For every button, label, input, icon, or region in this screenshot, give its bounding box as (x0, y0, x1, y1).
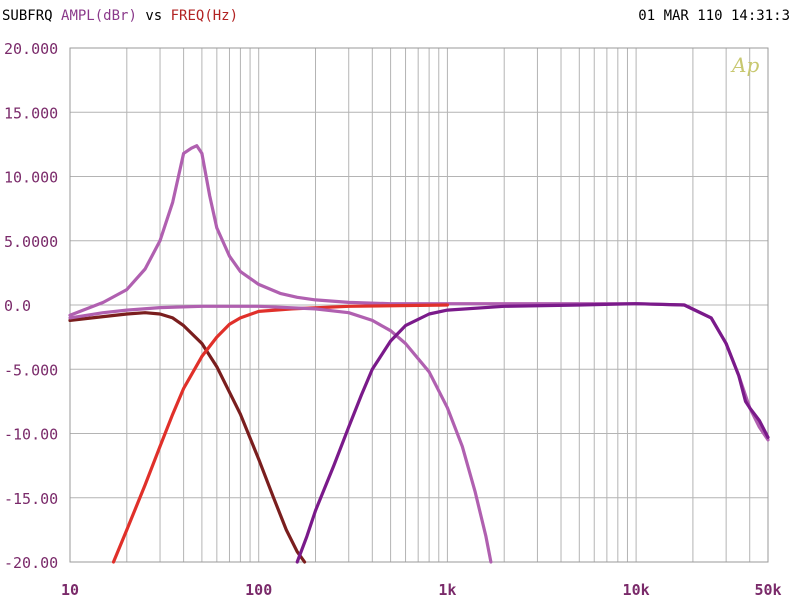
chart-header: SUBFRQ AMPL(dBr) vs FREQ(Hz) 01 MAR 110 … (0, 0, 800, 30)
x-tick-label: 10k (623, 581, 650, 599)
y-axis-label: AMPL(dBr) (61, 8, 137, 24)
tick-labels: 20.000 15.000 10.000 5.0000 0.0 -5.000 -10.00 -… (4, 40, 782, 599)
plot-frame (69, 47, 769, 563)
series-bandpass (68, 304, 493, 564)
chart-title: SUBFRQ AMPL(dBr) vs FREQ(Hz) (2, 8, 238, 24)
y-tick-label: 10.000 (4, 169, 58, 187)
series-boost (68, 144, 770, 442)
y-tick-label: -20.00 (4, 554, 58, 572)
y-tick-label: 5.0000 (4, 233, 58, 251)
title-prefix: SUBFRQ (2, 8, 53, 24)
y-tick-label: -15.00 (4, 490, 58, 508)
y-tick-label: 15.000 (4, 104, 58, 122)
x-tick-label: 100 (245, 581, 272, 599)
title-vs: vs (145, 8, 163, 24)
series-lowpass (68, 311, 307, 564)
ap-logo: Ap (730, 53, 759, 77)
y-tick-label: -5.000 (4, 361, 58, 379)
y-tick-label: 20.000 (4, 40, 58, 58)
x-tick-label: 1k (438, 581, 456, 599)
x-tick-label: 10 (61, 581, 79, 599)
timestamp: 01 MAR 110 14:31:3 (638, 8, 790, 24)
series-highpass_red (111, 303, 449, 564)
x-axis-label: FREQ(Hz) (170, 8, 239, 24)
x-tick-label: 50k (754, 581, 781, 599)
y-tick-label: 0.0 (4, 297, 31, 315)
y-tick-label: -10.00 (4, 426, 58, 444)
series-group (68, 144, 770, 564)
series-highpass_purple (295, 302, 770, 564)
